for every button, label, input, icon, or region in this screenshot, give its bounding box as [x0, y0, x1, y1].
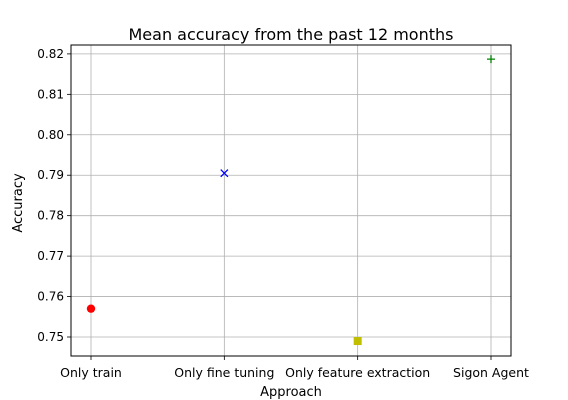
y-tick-label: 0.75 — [37, 330, 64, 344]
y-tick-label: 0.78 — [37, 209, 64, 223]
data-point-square — [353, 337, 362, 346]
plot-frame — [70, 44, 512, 357]
grid-lines — [71, 45, 511, 356]
data-point-x — [220, 169, 229, 178]
x-tick-label: Only train — [60, 365, 122, 380]
y-tick-label: 0.79 — [37, 168, 64, 182]
data-point-circle — [86, 304, 96, 313]
y-tick-label: 0.76 — [37, 290, 64, 304]
y-axis-label: Accuracy — [11, 173, 26, 233]
data-points — [86, 55, 495, 346]
x-axis-label: Approach — [260, 385, 322, 400]
y-tick-label: 0.77 — [37, 249, 64, 263]
y-axis-ticks: 0.75 0.76 0.77 0.78 0.79 0.80 0.81 0.82 — [37, 47, 71, 344]
y-tick-label: 0.80 — [37, 128, 64, 142]
chart-title: Mean accuracy from the past 12 months — [129, 25, 454, 44]
x-tick-label: Only feature extraction — [285, 365, 430, 380]
y-tick-label: 0.82 — [37, 47, 64, 61]
x-tick-label: Only fine tuning — [174, 365, 274, 380]
x-axis-ticks: Only train Only fine tuning Only feature e… — [60, 356, 529, 380]
x-tick-label: Sigon Agent — [453, 365, 529, 380]
y-tick-label: 0.81 — [37, 87, 64, 101]
data-point-plus — [487, 55, 495, 64]
